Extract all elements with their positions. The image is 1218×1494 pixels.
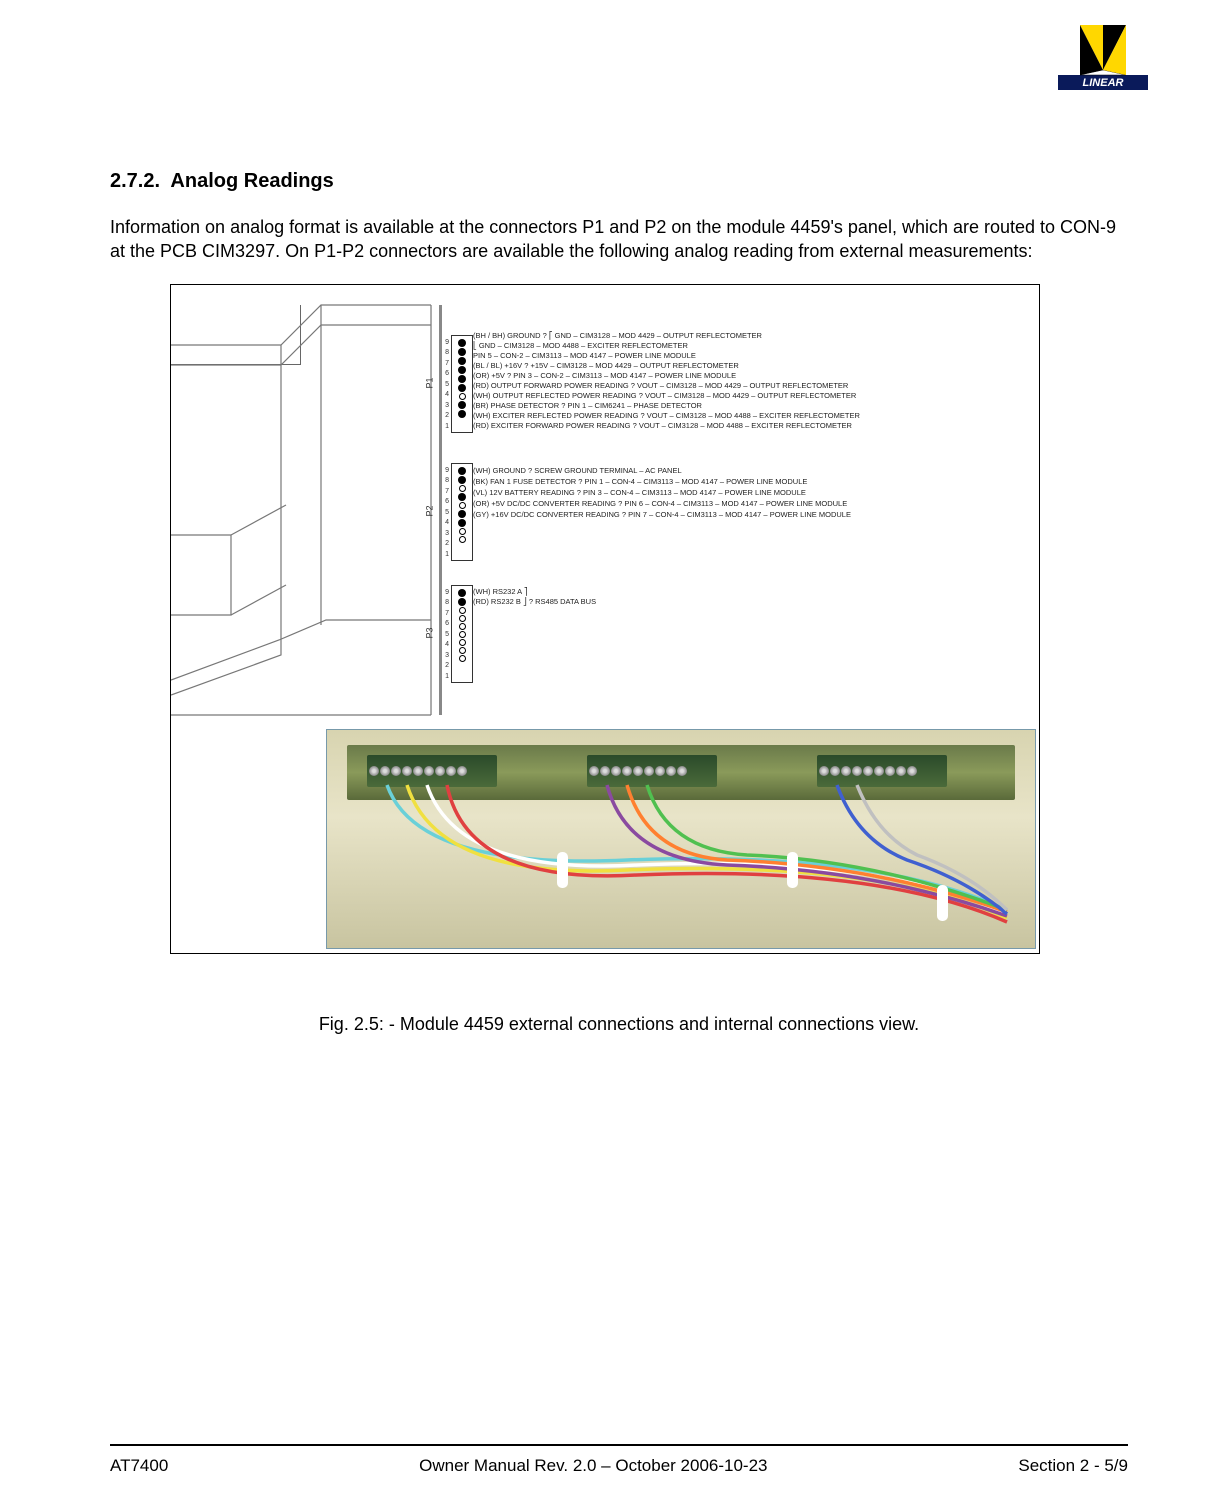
page-content: 2.7.2. Analog Readings Information on an… <box>110 170 1128 1035</box>
section-title: Analog Readings <box>170 170 333 192</box>
footer-divider <box>110 1444 1128 1446</box>
footer-model: AT7400 <box>110 1456 168 1476</box>
figure-caption: Fig. 2.5: - Module 4459 external connect… <box>110 1014 1128 1035</box>
connector-p1: P1 987654321 <box>451 335 473 433</box>
section-heading: 2.7.2. Analog Readings <box>110 170 1128 193</box>
wire-bundle-illustration <box>327 730 1036 949</box>
section-number: 2.7.2. <box>110 170 160 192</box>
brand-logo: LINEAR <box>1058 20 1148 90</box>
page-footer: AT7400 Owner Manual Rev. 2.0 – October 2… <box>110 1444 1128 1476</box>
brand-text: LINEAR <box>1083 77 1124 89</box>
p1-wire-labels: (BH / BH) GROUND ? ⎡ GND – CIM3128 – MOD… <box>473 331 860 431</box>
figure-diagram: P1 987654321 (BH / BH) GROUND ? ⎡ GND – … <box>170 284 1040 954</box>
footer-page: Section 2 - 5/9 <box>1018 1456 1128 1476</box>
p2-label: P2 <box>425 505 435 516</box>
p2-wire-labels: (WH) GROUND ? SCREW GROUND TERMINAL – AC… <box>473 465 851 520</box>
connector-p3: P3 987654321 <box>451 585 473 683</box>
chassis-wireframe <box>171 285 431 725</box>
connector-p2: P2 987654321 <box>451 463 473 561</box>
photo-inset <box>326 729 1036 949</box>
p3-pin-numbers: 987654321 <box>439 588 449 683</box>
p1-label: P1 <box>425 377 435 388</box>
p3-label: P3 <box>425 627 435 638</box>
p2-pin-numbers: 987654321 <box>439 466 449 561</box>
section-body: Information on analog format is availabl… <box>110 215 1128 264</box>
footer-doc-info: Owner Manual Rev. 2.0 – October 2006-10-… <box>419 1456 767 1476</box>
p1-pin-numbers: 987654321 <box>439 338 449 433</box>
p3-wire-labels: (WH) RS232 A ⎤ (RD) RS232 B ⎦ ? RS485 DA… <box>473 587 596 607</box>
